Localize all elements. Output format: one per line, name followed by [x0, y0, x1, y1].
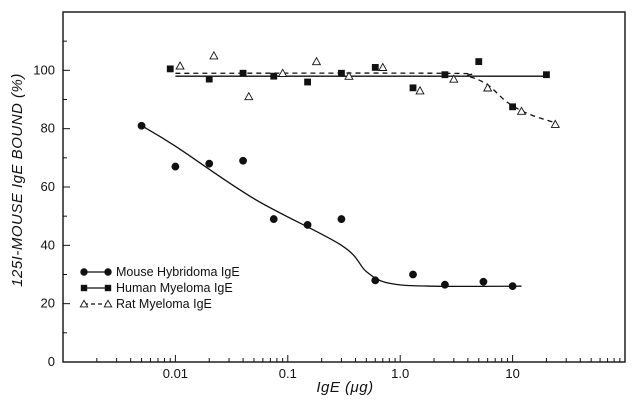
- mouse-hybridoma-point: [205, 159, 214, 168]
- fit-lines: [141, 72, 556, 288]
- mouse-hybridoma-point: [239, 156, 247, 165]
- rat-myeloma-point: [516, 106, 527, 115]
- y-axis-title: 125I-MOUSE IgE BOUND (%): [9, 73, 26, 287]
- y-tick-label: 40: [41, 237, 55, 252]
- legend-label: Human Myeloma IgE: [116, 281, 233, 295]
- x-tick-label: 10: [505, 366, 519, 381]
- mouse-hybridoma-point: [371, 276, 380, 285]
- human-myeloma-point: [543, 71, 550, 79]
- y-tick-label: 80: [41, 121, 55, 136]
- rat-myeloma-point: [415, 85, 425, 95]
- rat-myeloma-point: [175, 61, 185, 70]
- y-tick-label: 100: [33, 62, 55, 77]
- rat-myeloma-point: [209, 50, 219, 60]
- rat-myeloma-point: [344, 71, 354, 80]
- y-tick-label: 0: [48, 354, 55, 369]
- human-myeloma-point: [338, 69, 345, 77]
- human-myeloma-point: [441, 71, 449, 79]
- legend-label: Mouse Hybridoma IgE: [116, 265, 240, 279]
- x-tick-label: 0.1: [279, 366, 297, 381]
- human-myeloma-point: [371, 64, 379, 71]
- x-tick-label: 0.01: [163, 366, 188, 381]
- rat-myeloma-fit-line: [175, 72, 556, 124]
- mouse-hybridoma-point: [337, 215, 346, 223]
- x-axis-title: IgE (μg): [316, 379, 373, 396]
- legend-marker: [80, 284, 88, 292]
- y-tick-label: 20: [41, 296, 55, 311]
- data-markers: [137, 50, 560, 291]
- legend-marker: [103, 299, 113, 308]
- mouse-hybridoma-point: [269, 215, 278, 223]
- rat-myeloma-point: [311, 56, 322, 66]
- x-tick-label: 1.0: [391, 366, 409, 381]
- x-axis: 0.01 0.1 1.0 10: [96, 355, 621, 381]
- legend-marker: [104, 284, 112, 292]
- mouse-hybridoma-point: [441, 280, 449, 289]
- rat-myeloma-point: [244, 91, 254, 101]
- human-myeloma-point: [304, 78, 311, 86]
- legend-marker: [80, 268, 88, 276]
- legend: Mouse Hybridoma IgE Human Myeloma IgE Rat …: [79, 265, 240, 311]
- rat-myeloma-point: [483, 82, 493, 92]
- human-myeloma-point: [475, 58, 483, 65]
- mouse-hybridoma-point: [303, 221, 312, 229]
- legend-label: Rat Myeloma IgE: [116, 297, 212, 311]
- human-myeloma-point: [509, 103, 516, 111]
- legend-marker: [79, 299, 89, 308]
- mouse-hybridoma-point: [171, 162, 180, 171]
- mouse-hybridoma-point: [479, 277, 488, 286]
- mouse-hybridoma-point: [508, 282, 517, 291]
- y-axis: 0 20 40 60 80 100: [33, 40, 70, 369]
- human-myeloma-point: [205, 75, 213, 83]
- mouse-hybridoma-fit-line: [141, 125, 522, 288]
- rat-myeloma-point: [277, 68, 288, 77]
- mouse-hybridoma-point: [137, 121, 146, 130]
- y-tick-label: 60: [41, 179, 55, 194]
- rat-myeloma-point: [378, 62, 388, 71]
- human-myeloma-point: [409, 84, 417, 92]
- mouse-hybridoma-point: [409, 270, 417, 279]
- rat-myeloma-point: [550, 119, 560, 128]
- legend-marker: [104, 268, 112, 276]
- human-myeloma-point: [270, 72, 278, 80]
- human-myeloma-point: [239, 69, 247, 77]
- human-myeloma-point: [166, 65, 174, 73]
- rat-myeloma-point: [449, 74, 459, 83]
